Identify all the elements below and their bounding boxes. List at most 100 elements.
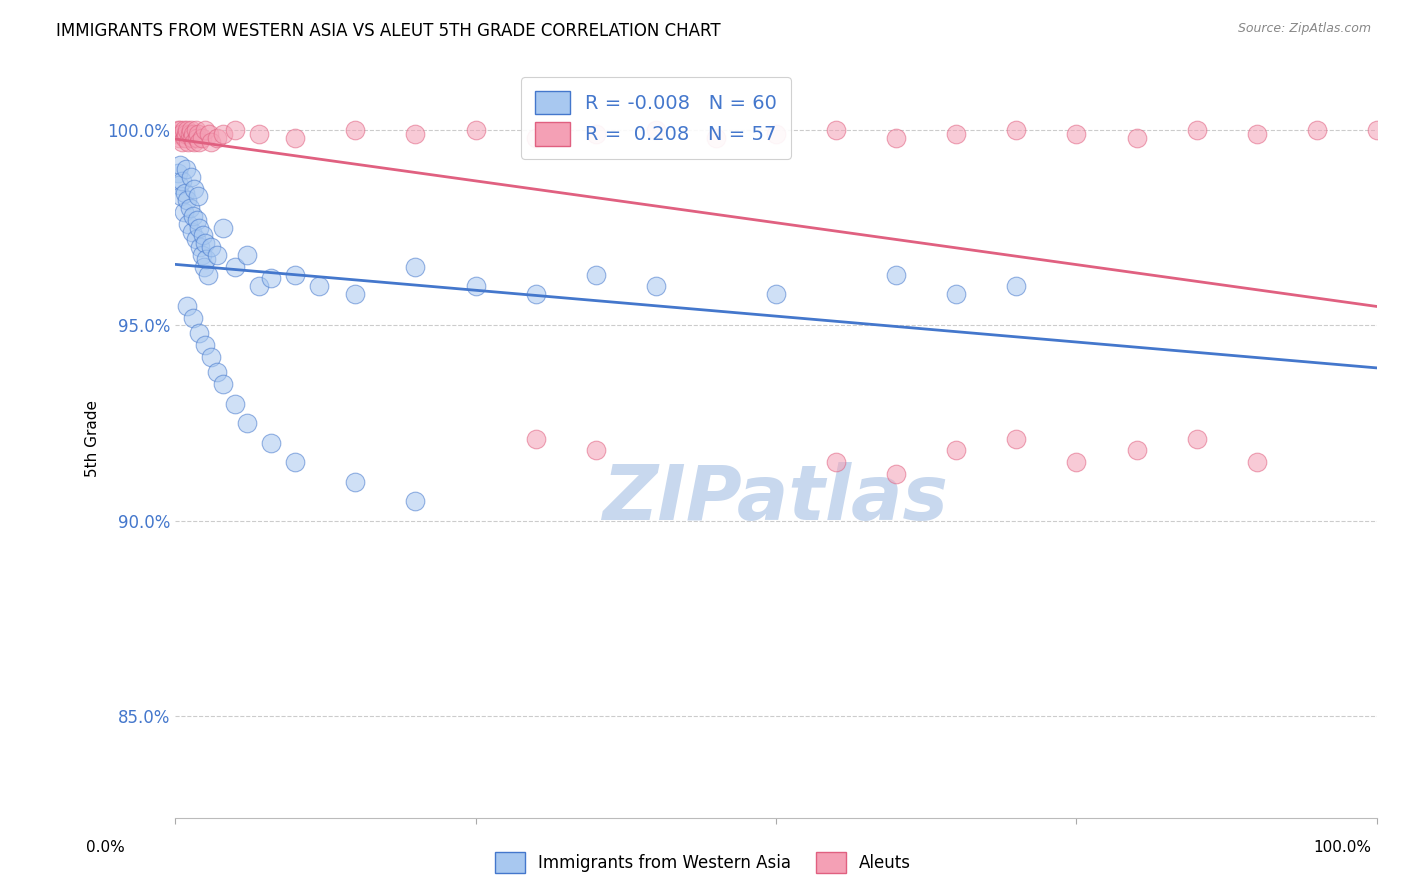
Legend: R = -0.008   N = 60, R =  0.208   N = 57: R = -0.008 N = 60, R = 0.208 N = 57: [522, 77, 790, 160]
Point: [884, 467, 907, 481]
Point: [260, 271, 283, 285]
Point: [205, 248, 228, 262]
Point: [179, 127, 201, 141]
Point: [236, 248, 259, 262]
Point: [344, 287, 367, 301]
Point: [644, 279, 666, 293]
Point: [1066, 127, 1088, 141]
Point: [176, 194, 198, 208]
Point: [167, 130, 190, 145]
Point: [200, 350, 222, 364]
Point: [166, 123, 188, 137]
Text: Source: ZipAtlas.com: Source: ZipAtlas.com: [1237, 22, 1371, 36]
Point: [184, 123, 207, 137]
Point: [176, 123, 198, 137]
Point: [884, 268, 907, 282]
Point: [464, 123, 486, 137]
Point: [224, 260, 246, 274]
Point: [173, 186, 195, 200]
Point: [191, 228, 214, 243]
Point: [1005, 279, 1028, 293]
Y-axis label: 5th Grade: 5th Grade: [86, 401, 100, 477]
Point: [170, 127, 193, 141]
Point: [193, 260, 215, 274]
Point: [205, 130, 228, 145]
Point: [1005, 123, 1028, 137]
Point: [1185, 123, 1208, 137]
Text: ZIPatlas: ZIPatlas: [603, 462, 949, 536]
Point: [181, 225, 204, 239]
Point: [236, 416, 259, 430]
Point: [181, 127, 204, 141]
Point: [404, 127, 426, 141]
Point: [1306, 123, 1329, 137]
Point: [173, 123, 195, 137]
Point: [183, 181, 205, 195]
Point: [187, 189, 209, 203]
Point: [585, 127, 607, 141]
Point: [200, 135, 222, 149]
Point: [181, 209, 204, 223]
Point: [1125, 130, 1147, 145]
Point: [765, 127, 787, 141]
Point: [188, 220, 211, 235]
Point: [169, 123, 191, 137]
Point: [165, 127, 187, 141]
Point: [177, 135, 200, 149]
Point: [1246, 455, 1268, 469]
Point: [224, 396, 246, 410]
Point: [212, 127, 235, 141]
Point: [247, 279, 270, 293]
Point: [183, 135, 205, 149]
Point: [166, 166, 188, 180]
Point: [644, 123, 666, 137]
Point: [177, 217, 200, 231]
Point: [212, 220, 235, 235]
Point: [172, 174, 194, 188]
Point: [585, 268, 607, 282]
Legend: Immigrants from Western Asia, Aleuts: Immigrants from Western Asia, Aleuts: [488, 846, 918, 880]
Point: [181, 130, 204, 145]
Text: 100.0%: 100.0%: [1313, 840, 1372, 855]
Point: [180, 169, 202, 184]
Point: [524, 432, 547, 446]
Point: [344, 475, 367, 489]
Point: [187, 127, 209, 141]
Point: [247, 127, 270, 141]
Point: [197, 127, 219, 141]
Point: [825, 123, 848, 137]
Point: [464, 279, 486, 293]
Point: [284, 455, 307, 469]
Point: [308, 279, 330, 293]
Point: [404, 260, 426, 274]
Point: [194, 338, 217, 352]
Point: [179, 201, 201, 215]
Point: [205, 365, 228, 379]
Point: [884, 130, 907, 145]
Point: [184, 232, 207, 246]
Point: [195, 252, 218, 266]
Point: [169, 158, 191, 172]
Point: [260, 435, 283, 450]
Point: [1185, 432, 1208, 446]
Point: [194, 236, 217, 251]
Point: [173, 205, 195, 219]
Point: [524, 287, 547, 301]
Point: [212, 377, 235, 392]
Point: [194, 123, 217, 137]
Point: [1005, 432, 1028, 446]
Point: [167, 178, 190, 192]
Point: [190, 130, 212, 145]
Point: [188, 135, 211, 149]
Point: [224, 123, 246, 137]
Point: [181, 310, 204, 325]
Point: [1125, 443, 1147, 458]
Point: [404, 494, 426, 508]
Point: [284, 268, 307, 282]
Point: [174, 127, 197, 141]
Text: 0.0%: 0.0%: [86, 840, 125, 855]
Point: [200, 240, 222, 254]
Point: [945, 287, 967, 301]
Point: [186, 212, 208, 227]
Point: [284, 130, 307, 145]
